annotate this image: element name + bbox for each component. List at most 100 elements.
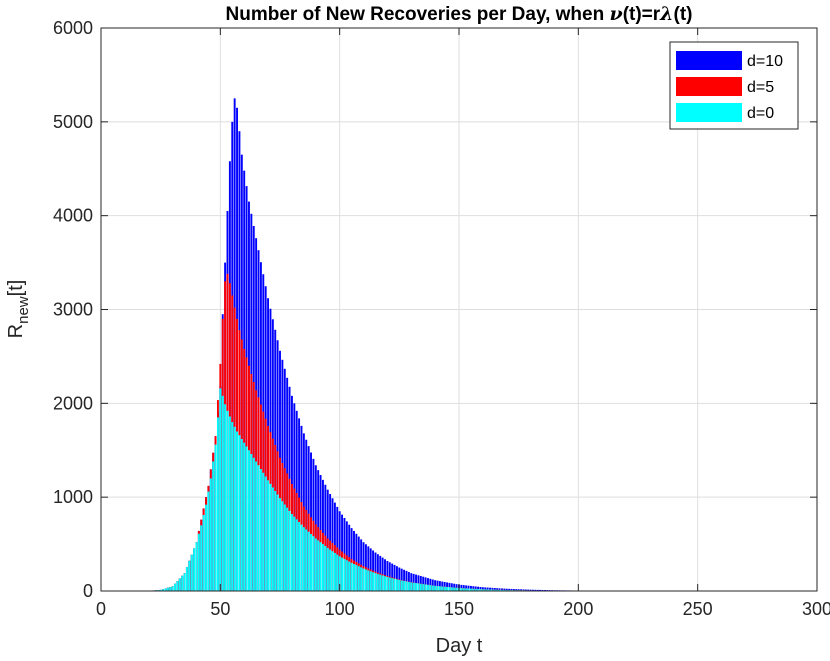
bar [481,589,484,591]
bar [527,589,530,591]
bar [298,521,301,591]
bar [188,560,191,591]
x-tick-label: 50 [210,599,230,619]
bar [484,587,487,591]
y-tick-label: 2000 [53,393,93,413]
bar [345,560,348,591]
bar [252,457,255,591]
bar [453,587,456,591]
bar [493,589,496,591]
bar [472,586,475,591]
bar [522,589,525,591]
bar [353,563,355,591]
bar [429,585,432,591]
x-tick-label: 150 [444,599,474,619]
bar [288,510,291,591]
y-tick-label: 0 [83,581,93,601]
bar [388,577,391,591]
bar [398,579,401,591]
bar [427,584,429,591]
bar [474,586,477,591]
x-tick-label: 100 [325,599,355,619]
bar [362,568,365,591]
bar [515,589,518,591]
bar [415,583,417,591]
bar [412,573,415,591]
bar [493,587,496,591]
legend: d=10 d=5 d=0 [669,41,799,130]
bar [164,588,167,591]
y-label-suffix: [t] [5,280,27,297]
bar [453,583,456,591]
bar [491,587,494,591]
bar [486,589,489,591]
bar [384,576,386,591]
bar [290,514,293,591]
bar [336,554,339,591]
bar [360,567,363,591]
bar [267,480,270,591]
bar [419,583,422,591]
bar [219,388,222,591]
bar [441,581,444,591]
bar [317,540,320,591]
bar [176,581,179,591]
bar [207,491,210,591]
bar [236,431,238,591]
bar [448,582,451,591]
bar [422,584,425,591]
bar [405,570,408,591]
bar [228,416,231,591]
bar [379,574,382,591]
bar [264,476,267,591]
bar [221,395,224,591]
x-axis-label: Day t [436,635,483,657]
bar [441,586,444,591]
title-lambda: λ [659,3,673,25]
legend-swatch [676,51,742,70]
bar [419,575,422,591]
bar [185,566,188,591]
bar [183,573,186,591]
bar [376,573,379,591]
legend-label: d=5 [747,79,774,96]
bars [147,98,685,592]
bar [259,469,262,591]
bar [510,588,513,591]
bar [534,589,537,591]
bar [300,524,303,591]
bar [395,579,398,591]
bar [338,556,341,591]
bar [171,586,174,591]
x-tick-label: 200 [563,599,593,619]
bar [357,566,360,591]
bar [372,572,375,591]
bar [369,571,372,591]
bar [498,589,501,591]
bar [491,589,494,591]
bar [386,576,389,591]
bar [467,588,470,591]
y-axis-label: Rnew[t] [5,280,32,339]
bar [181,575,184,591]
bar [393,578,396,591]
bar [262,472,265,591]
bar [326,547,329,591]
bar [350,562,353,591]
y-tick-label: 4000 [53,206,93,226]
bar [271,487,274,591]
bar [505,588,508,591]
bar [532,589,534,591]
y-label-main: R [5,324,27,338]
y-tick-label: 6000 [53,18,93,38]
y-label-sub: new [15,296,32,324]
bar [410,582,413,591]
bar [422,576,425,591]
bar [240,438,243,591]
bar [489,589,491,591]
bar [314,538,317,591]
bar [214,444,217,591]
bar [489,587,491,591]
bar [448,587,451,591]
bar [391,578,394,591]
